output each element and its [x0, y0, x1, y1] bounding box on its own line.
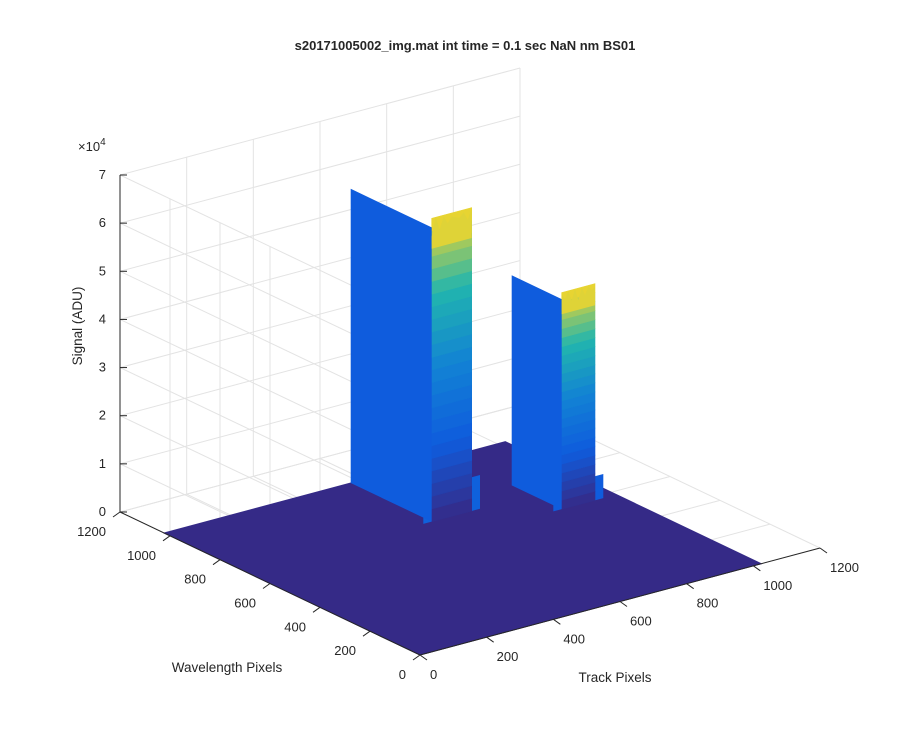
grid-line — [119, 67, 521, 176]
y-tick-mark — [362, 630, 371, 637]
z-exponent-label: ×104 — [78, 137, 106, 154]
y-tick-label: 0 — [399, 667, 406, 682]
z-tick-label: 5 — [99, 263, 106, 278]
surface — [162, 188, 763, 656]
grid-line — [119, 115, 521, 224]
x-tick-label: 800 — [697, 596, 719, 611]
x-tick-mark — [553, 618, 561, 625]
z-tick-label: 2 — [99, 408, 106, 423]
z-axis-title: Signal (ADU) — [70, 287, 85, 366]
peak-2 — [511, 275, 604, 512]
x-tick-mark — [419, 654, 428, 661]
y-tick-mark — [262, 583, 271, 589]
z-tick-label: 7 — [99, 167, 106, 182]
x-tick-mark — [486, 636, 494, 643]
y-tick-mark — [112, 511, 121, 518]
grid-line — [119, 163, 521, 272]
y-tick-label: 200 — [334, 643, 356, 658]
x-tick-mark — [686, 583, 694, 590]
x-tick-mark — [753, 565, 761, 572]
peak-top — [431, 208, 472, 249]
x-tick-mark — [819, 547, 828, 554]
peak-top — [561, 286, 595, 315]
y-tick-label: 400 — [284, 619, 306, 634]
z-tick-label: 0 — [99, 504, 106, 519]
y-tick-mark — [212, 559, 221, 566]
y-tick-label: 600 — [234, 596, 256, 611]
axes — [112, 174, 828, 661]
peak-side — [350, 188, 432, 522]
y-tick-label: 1200 — [77, 524, 106, 539]
x-tick-label: 1200 — [830, 560, 859, 575]
x-tick-label: 400 — [563, 631, 585, 646]
z-tick-label: 4 — [99, 311, 106, 326]
tick-labels: 0200400600800100012000200400600800100012… — [77, 167, 859, 682]
z-tick-label: 6 — [99, 215, 106, 230]
y-tick-mark — [162, 535, 171, 542]
y-tick-mark — [412, 654, 421, 661]
y-tick-mark — [312, 606, 321, 613]
peak-1 — [350, 188, 480, 524]
y-axis-title: Wavelength Pixels — [172, 660, 283, 675]
z-tick-label: 3 — [99, 360, 106, 375]
x-tick-label: 1000 — [763, 578, 792, 593]
y-tick-label: 800 — [184, 572, 206, 587]
z-tick-label: 1 — [99, 456, 106, 471]
x-axis-title: Track Pixels — [578, 670, 651, 685]
peak-side — [511, 275, 562, 510]
plot-title: s20171005002_img.mat int time = 0.1 sec … — [295, 38, 636, 53]
x-tick-label: 600 — [630, 614, 652, 629]
y-tick-label: 1000 — [127, 548, 156, 563]
x-tick-label: 200 — [497, 649, 519, 664]
x-tick-label: 0 — [430, 667, 437, 682]
x-tick-mark — [619, 601, 628, 607]
